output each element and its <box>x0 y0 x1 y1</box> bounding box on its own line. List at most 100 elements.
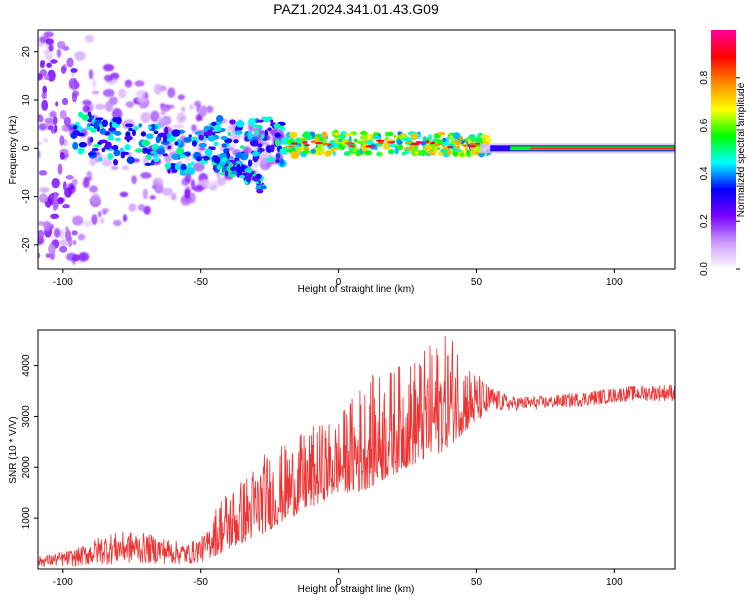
colorbar-ticks: 0.0 0.2 0.4 0.6 0.8 <box>699 70 740 276</box>
spectrogram-blob <box>38 150 41 159</box>
spectrogram-blob <box>324 152 330 157</box>
x-tick-label: -50 <box>193 277 208 288</box>
spectrogram-hotspot <box>462 144 469 147</box>
spectrogram-blob <box>78 141 88 148</box>
spectrogram-blob <box>459 152 465 157</box>
spectrogram-blob <box>91 147 99 152</box>
spectrogram-blob <box>195 156 202 162</box>
colorbar-swatch <box>711 30 736 269</box>
spectrogram-blob <box>72 215 84 226</box>
spectrogram-blob <box>363 150 372 156</box>
spectrogram-hotspot <box>406 140 413 144</box>
spectrogram-blob <box>255 181 259 185</box>
spectrogram-blob <box>151 123 156 132</box>
spectrogram-hotspot <box>302 141 308 144</box>
spectrogram-hotspot <box>474 142 481 145</box>
spectrogram-blob <box>71 230 78 236</box>
spectrogram-blob <box>131 175 137 185</box>
x-tick-label: -100 <box>53 277 73 288</box>
snr-marks <box>38 336 675 567</box>
spectrogram-blob <box>245 175 252 183</box>
spectrogram-blob <box>59 152 65 160</box>
colorbar-tick-label: 0.6 <box>699 118 710 132</box>
spectrogram-blob <box>161 187 174 196</box>
spectrogram-blob <box>207 136 216 142</box>
spectrogram-blob <box>160 110 166 116</box>
spectrogram-blob <box>47 125 54 131</box>
spectrogram-blob <box>91 90 100 95</box>
spectrogram-blob <box>77 233 86 241</box>
snr-plot-area <box>38 330 675 569</box>
spectrogram-blob <box>235 152 243 159</box>
spectrogram-blob <box>422 136 427 142</box>
spectrogram-blob <box>233 139 239 144</box>
spectrogram-blob <box>206 105 214 114</box>
y-tick-label: -10 <box>21 189 32 204</box>
spectrogram-blob <box>319 150 326 155</box>
spectrogram-blob <box>410 133 418 140</box>
spectrogram-blob <box>101 119 108 128</box>
spectrogram-blob <box>310 148 316 154</box>
spectrogram-blob <box>189 104 194 111</box>
spectrogram-blob <box>83 220 92 227</box>
spectrogram-blob <box>48 44 54 52</box>
spectrogram-blob <box>480 134 490 139</box>
spectrogram-blob <box>266 157 275 163</box>
spectrogram-blob <box>236 164 241 170</box>
spectrogram-blob <box>94 103 106 110</box>
spectrogram-blob <box>97 210 102 218</box>
spectrogram-blob <box>216 115 224 122</box>
y-tick-label: 2000 <box>21 456 32 479</box>
spectrogram-blob <box>353 138 358 143</box>
x-tick-label: -50 <box>193 577 208 588</box>
spectrogram-blob <box>194 100 201 108</box>
x-tick-label: 100 <box>606 577 623 588</box>
spectrogram-blob <box>50 59 58 64</box>
x-tick-label: 100 <box>606 277 623 288</box>
colorbar-tick-label: 0.0 <box>699 262 710 276</box>
spectrogram-blob <box>39 193 48 203</box>
spectrogram-hotspot <box>314 141 323 145</box>
spectrogram-blob <box>467 138 471 144</box>
spectrogram-blob <box>260 134 265 139</box>
spectrogram-blob <box>387 149 395 155</box>
spectrogram-blob <box>344 132 354 137</box>
snr-x-ticks: -100 -50 0 50 100 <box>53 569 623 588</box>
x-tick-label: 50 <box>471 577 483 588</box>
spectrogram-blob <box>43 49 50 55</box>
spectrogram-blob <box>135 90 146 98</box>
spectrogram-blob <box>99 217 105 224</box>
steady-line-core <box>530 147 675 150</box>
spectrogram-blob <box>65 175 74 180</box>
spectrogram-blob <box>117 88 127 99</box>
spectrogram-blob <box>61 97 69 106</box>
spectrogram-blob <box>171 153 180 160</box>
spectrogram-x-label: Height of straight line (km) <box>298 284 415 295</box>
spectrogram-blob <box>179 115 187 121</box>
spectrogram-blob <box>59 135 65 146</box>
spectrogram-blob <box>43 220 52 232</box>
spectrogram-blob <box>255 174 261 179</box>
spectrogram-blob <box>193 185 204 192</box>
spectrogram-blob <box>85 126 92 131</box>
spectrogram-hotspot <box>424 140 430 143</box>
spectrogram-blob <box>126 156 135 165</box>
spectrogram-blob <box>216 164 222 170</box>
spectrogram-blob <box>124 144 131 151</box>
spectrogram-blob <box>111 144 119 151</box>
spectrogram-blob <box>102 88 115 98</box>
spectrogram-blob <box>206 129 213 136</box>
spectrogram-blob <box>414 151 419 155</box>
spectrogram-blob <box>53 228 61 238</box>
spectrogram-blob <box>445 150 452 155</box>
spectrogram-blob <box>107 152 114 161</box>
spectrogram-blob <box>38 116 44 123</box>
spectrogram-blob <box>114 130 122 136</box>
spectrogram-blob <box>133 125 139 131</box>
spectrogram-blob <box>254 129 260 136</box>
spectrogram-blob <box>236 120 245 128</box>
spectrogram-blob <box>70 68 78 73</box>
spectrogram-blob <box>156 147 166 155</box>
spectrogram-blob <box>121 165 129 171</box>
spectrogram-blob <box>239 174 246 179</box>
